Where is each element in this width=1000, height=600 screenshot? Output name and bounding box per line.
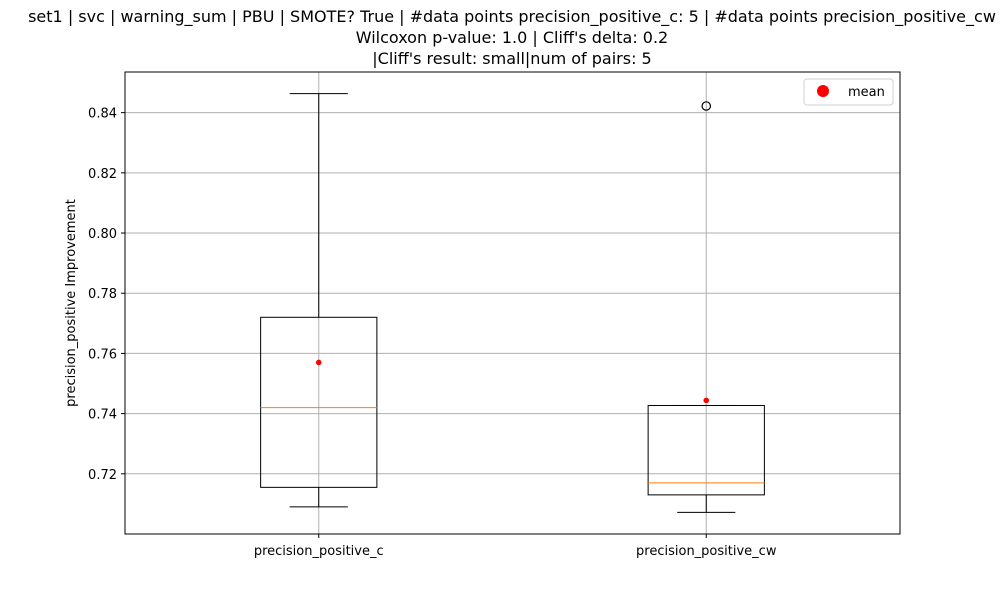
legend-mean-label: mean: [848, 85, 885, 100]
x-tick-label: precision_positive_c: [254, 544, 384, 559]
plot-frame: [124, 71, 901, 535]
legend: mean: [803, 78, 894, 106]
mean-marker: [703, 397, 710, 404]
box-iqr: [647, 404, 765, 496]
title-line-3: |Cliff's result: small|num of pairs: 5: [372, 49, 651, 68]
box-group: [647, 101, 765, 513]
y-tick-label: 0.72: [88, 468, 117, 483]
legend-frame: [803, 78, 894, 106]
mean-marker: [315, 359, 322, 366]
chart-title: set1 | svc | warning_sum | PBU | SMOTE? …: [28, 7, 996, 68]
legend-mean-marker: [817, 85, 829, 97]
x-axis: precision_positive_c precision_positive_c…: [254, 534, 777, 559]
grid: [125, 72, 900, 534]
title-line-1: set1 | svc | warning_sum | PBU | SMOTE? …: [28, 7, 996, 27]
y-tick-label: 0.82: [88, 167, 117, 182]
outlier-marker: [701, 101, 712, 111]
box-group: [260, 93, 378, 508]
box-iqr: [260, 316, 378, 488]
title-line-2: Wilcoxon p-value: 1.0 | Cliff's delta: 0…: [356, 28, 668, 47]
y-tick-label: 0.74: [88, 408, 117, 423]
x-tick-label: precision_positive_cw: [636, 544, 777, 559]
y-tick-label: 0.76: [88, 347, 117, 362]
y-tick-label: 0.84: [88, 107, 117, 122]
y-axis: 0.72 0.74 0.76 0.78 0.80 0.82 0.84: [88, 107, 125, 483]
y-axis-label: precision_positive Improvement: [64, 199, 79, 407]
plot-area: [260, 93, 765, 513]
y-tick-label: 0.78: [88, 287, 117, 302]
y-tick-label: 0.80: [88, 227, 117, 242]
